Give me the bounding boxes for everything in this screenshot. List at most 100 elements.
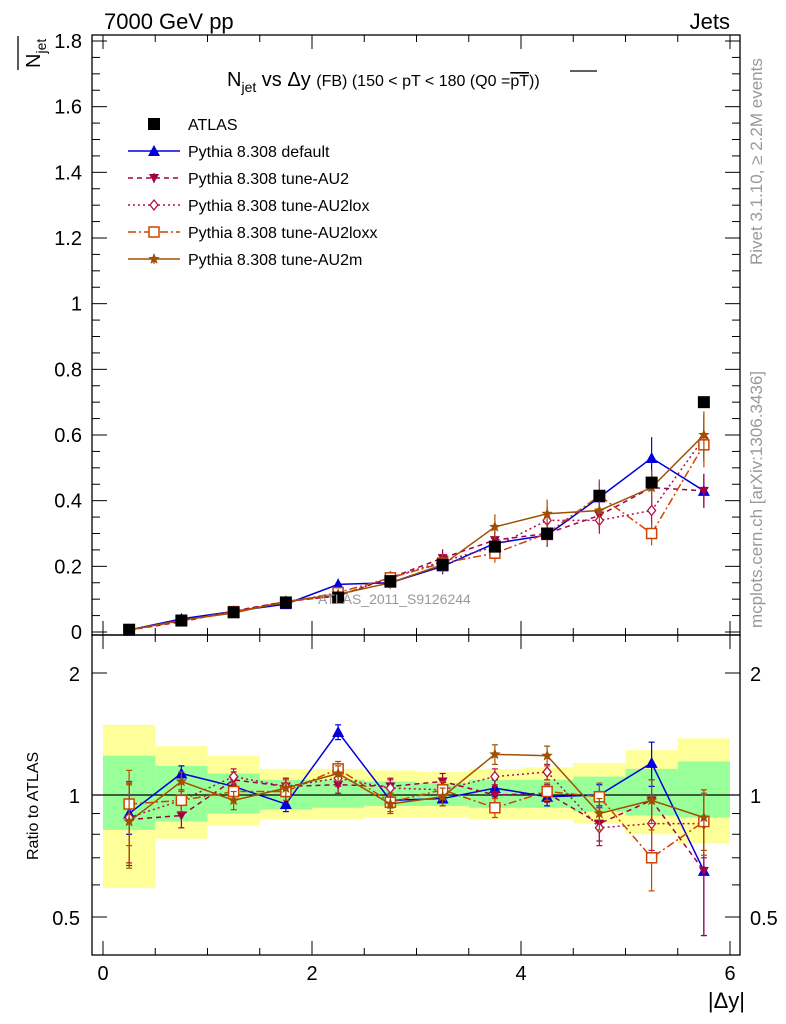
x-tick-label: 2 xyxy=(306,963,317,985)
legend-marker xyxy=(148,145,160,156)
atlas-data-point xyxy=(384,575,397,588)
ratio-point xyxy=(489,791,500,800)
ratio-point xyxy=(123,815,135,827)
legend-entry: Pythia 8.308 default xyxy=(128,144,330,161)
mcplots-label: mcplots.cern.ch [arXiv:1306.3436] xyxy=(747,371,766,628)
atlas-data-point xyxy=(541,527,554,540)
legend-entry: Pythia 8.308 tune-AU2m xyxy=(128,252,362,269)
legend: ATLAS Pythia 8.308 default Pythia 8.308 tu… xyxy=(128,117,377,269)
ratio-point xyxy=(645,852,658,864)
y-tick-label: 1.4 xyxy=(54,162,82,184)
legend-marker xyxy=(148,226,160,238)
svg-text:Njet: Njet xyxy=(23,39,49,68)
ratio-plot-content xyxy=(92,724,740,937)
legend-entry: ATLAS xyxy=(148,117,238,134)
atlas-data-point xyxy=(645,476,658,489)
ratio-point xyxy=(332,726,345,738)
series-line xyxy=(129,486,704,631)
ratio-panel: 0.5 0.5 1 1 2 2 0 2 4 6 Ratio to ATLAS |Δy| xyxy=(25,634,778,1013)
y-tick-label: 1.2 xyxy=(54,228,82,250)
ratio-point xyxy=(436,790,449,802)
legend-marker xyxy=(149,174,159,183)
ratio-point xyxy=(698,866,709,876)
ratio-point xyxy=(279,798,292,810)
ratio-point xyxy=(175,775,188,787)
legend-marker xyxy=(148,118,160,130)
ratio-point xyxy=(645,756,658,768)
legend-entry: Pythia 8.308 tune-AU2 xyxy=(128,171,349,188)
atlas-data-point xyxy=(436,558,449,571)
atlas-data-point xyxy=(279,596,292,609)
y-tick-label: 1.8 xyxy=(54,31,82,53)
main-panel: 0 0.2 0.4 0.6 0.8 1 1.2 1.4 1.6 1.8 Njet vs Δy (F… xyxy=(17,31,741,644)
ratio-point xyxy=(332,767,344,779)
legend-label: Pythia 8.308 tune-AU2 xyxy=(188,171,349,188)
atlas-data-point xyxy=(593,489,606,502)
y-tick-label: 1.6 xyxy=(54,97,82,119)
ratio-line xyxy=(128,730,705,872)
ratio-y-tick-label: 1 xyxy=(69,786,80,808)
data-point xyxy=(646,504,657,517)
data-point xyxy=(645,527,658,540)
data-point xyxy=(332,578,345,590)
ratio-y-tick-label-right: 1 xyxy=(750,786,761,808)
legend-marker xyxy=(148,253,160,264)
data-point xyxy=(698,429,710,440)
ratio-y-tick-label-right: 0.5 xyxy=(750,908,778,930)
rivet-version-label: Rivet 3.1.10, ≥ 2.2M events xyxy=(747,58,766,265)
ratio-point xyxy=(489,748,501,760)
ratio-line xyxy=(128,771,704,829)
ratio-point xyxy=(228,770,239,783)
atlas-data xyxy=(123,396,710,636)
ratio-point xyxy=(593,807,606,819)
y-tick-label: 0.6 xyxy=(54,425,82,447)
series-2 xyxy=(124,470,709,636)
legend-marker xyxy=(149,198,159,212)
y-tick-label: 0 xyxy=(71,622,82,644)
data-point xyxy=(541,507,553,519)
legend-label: ATLAS xyxy=(188,117,238,134)
header-right: Jets xyxy=(690,9,730,34)
header-left: 7000 GeV pp xyxy=(104,9,234,34)
atlas-data-point xyxy=(123,623,136,636)
ratio-point xyxy=(280,782,292,793)
ratio-point xyxy=(541,749,553,761)
ratio-line xyxy=(129,779,705,872)
atlas-data-point xyxy=(488,540,501,553)
ratio-point xyxy=(384,798,397,809)
ratio-point xyxy=(541,785,553,798)
main-y-axis-label: Njet xyxy=(17,36,49,70)
atlas-data-point xyxy=(697,396,710,409)
atlas-data-point xyxy=(175,614,188,627)
ratio-y-tick-label: 2 xyxy=(69,664,80,686)
legend-label: Pythia 8.308 default xyxy=(188,144,330,161)
ratio-point xyxy=(175,794,188,807)
y-tick-label: 1 xyxy=(71,294,82,316)
atlas-data-point xyxy=(227,606,240,619)
series-line xyxy=(128,437,705,631)
ratio-point xyxy=(227,794,240,806)
y-tick-label: 0.2 xyxy=(54,556,82,578)
main-plot-content xyxy=(123,396,710,637)
ratio-y-axis-label: Ratio to ATLAS xyxy=(25,752,42,860)
data-point xyxy=(698,486,709,496)
x-tick-label: 0 xyxy=(97,963,108,985)
data-point xyxy=(593,504,606,516)
ratio-point xyxy=(489,802,501,814)
main-y-ticks: 0 0.2 0.4 0.6 0.8 1 1.2 1.4 1.6 1.8 xyxy=(54,31,740,644)
ratio-axis-ticks: 0.5 0.5 1 1 2 2 0 2 4 6 xyxy=(52,635,778,985)
plot-title: Njet vs Δy (FB) (150 < pT < 180 (Q0 =pT)… xyxy=(227,69,540,95)
ratio-y-tick-label: 0.5 xyxy=(52,908,80,930)
analysis-watermark: ATLAS_2011_S9126244 xyxy=(318,591,471,607)
atlas-data-point xyxy=(332,591,345,604)
ratio-point xyxy=(645,794,658,806)
data-point xyxy=(645,451,658,463)
data-point xyxy=(489,520,501,532)
legend-label: Pythia 8.308 tune-AU2lox xyxy=(188,198,369,215)
y-tick-label: 0.4 xyxy=(54,491,82,513)
legend-label: Pythia 8.308 tune-AU2m xyxy=(188,252,362,269)
y-tick-label: 0.8 xyxy=(54,359,82,381)
ratio-y-tick-label-right: 2 xyxy=(750,664,761,686)
ratio-series-5 xyxy=(123,744,710,869)
